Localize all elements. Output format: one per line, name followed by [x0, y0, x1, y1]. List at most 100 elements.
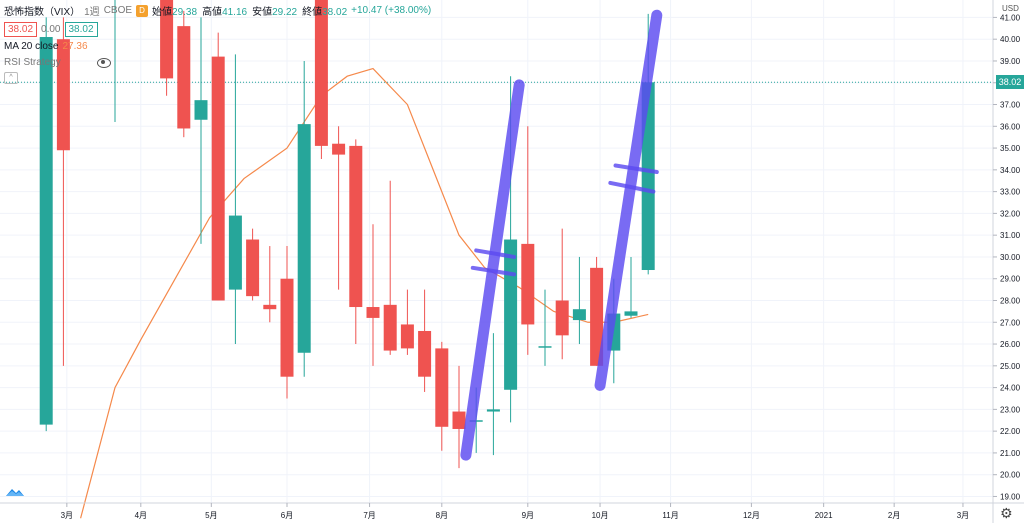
candle-body — [572, 309, 586, 321]
candle[interactable] — [572, 256, 586, 345]
x-tick-label: 6月 — [281, 511, 293, 520]
indicator-ma-name: MA 20 close — [4, 41, 59, 52]
trend-drawing[interactable] — [594, 9, 663, 391]
candles-layer — [39, 0, 655, 469]
y-tick-label: 24.00 — [1000, 384, 1021, 393]
price-axis[interactable]: 19.00 20.00 21.00 22.00 23.00 24.00 25.00 26.00… — [992, 0, 1021, 523]
x-tick-label: 2021 — [815, 511, 833, 520]
candle-body — [624, 311, 638, 316]
ohlc-value: 29.22 — [272, 7, 298, 18]
ohlc-value: 38.02 — [322, 7, 348, 18]
ohlc-label: 終値 — [302, 7, 323, 18]
candle[interactable] — [400, 289, 414, 355]
y-tick-label: 27.00 — [1000, 318, 1021, 327]
trend-drawing[interactable] — [608, 180, 656, 194]
candle[interactable] — [109, 0, 122, 122]
candle[interactable] — [486, 333, 500, 456]
y-tick-label: 32.00 — [1000, 209, 1021, 218]
candle-body — [590, 267, 604, 366]
time-axis[interactable]: 2月3月4月5月6月7月8月9月10月11月12月20212月3月 — [0, 502, 1024, 520]
candle[interactable] — [228, 54, 242, 345]
drawings-layer — [460, 9, 663, 461]
trend-drawing[interactable] — [613, 163, 659, 175]
candle[interactable] — [263, 246, 277, 323]
x-tick-label: 3月 — [957, 511, 969, 520]
candle-body — [418, 330, 432, 377]
trend-drawing[interactable] — [474, 248, 517, 259]
candle-body — [555, 300, 569, 336]
eye-icon[interactable] — [96, 57, 111, 68]
x-tick-label: 2月 — [888, 511, 900, 520]
candle[interactable] — [452, 365, 466, 469]
candle-body — [56, 39, 70, 151]
candle-body — [160, 0, 174, 79]
indicator-ma-value: 27.36 — [62, 41, 88, 52]
y-tick-label: 20.00 — [1000, 471, 1021, 480]
indicator-rsi-name: RSI Strategy — [4, 57, 61, 68]
d-badge[interactable]: D — [136, 4, 149, 17]
candle[interactable] — [194, 17, 208, 244]
candle[interactable] — [418, 289, 432, 392]
indicator-ma[interactable]: MA 20 close 27.36 — [4, 41, 88, 52]
indicator-rsi[interactable]: RSI Strategy — [4, 57, 111, 68]
candle[interactable] — [314, 0, 328, 159]
bid-box[interactable]: 38.02 — [4, 22, 38, 37]
candle[interactable] — [590, 256, 604, 366]
legend-collapse[interactable]: ^ — [4, 72, 18, 84]
ma20-layer — [80, 67, 649, 519]
candle-body — [332, 143, 346, 155]
chevron-up-icon[interactable]: ^ — [4, 72, 18, 84]
ohlc-item: 高値41.16 — [202, 3, 247, 18]
candle[interactable] — [555, 228, 569, 360]
interval: 1週 — [84, 7, 100, 18]
candle-body — [400, 324, 414, 349]
candle[interactable] — [280, 246, 294, 399]
candle[interactable] — [383, 180, 397, 355]
ohlc-label: 始値 — [152, 7, 173, 18]
ohlc-value: 41.16 — [222, 7, 248, 18]
candle[interactable] — [521, 126, 535, 355]
candle[interactable] — [297, 60, 311, 377]
symbol-name[interactable]: 恐怖指数（VIX） — [4, 7, 81, 18]
x-tick-label: 9月 — [522, 511, 534, 520]
candle[interactable] — [538, 289, 552, 366]
y-tick-label: 37.00 — [1000, 101, 1021, 110]
candle-body — [297, 124, 311, 353]
x-tick-label: 3月 — [61, 511, 73, 520]
ohlc-label: 高値 — [202, 7, 223, 18]
candle[interactable] — [349, 139, 363, 345]
last-price-tag: 38.02 — [996, 75, 1024, 90]
candle-body — [504, 239, 518, 390]
y-tick-label: 22.00 — [1000, 427, 1021, 436]
gear-icon[interactable]: ⚙ — [1000, 505, 1013, 521]
candle[interactable] — [211, 32, 225, 301]
x-tick-label: 7月 — [363, 511, 375, 520]
candle[interactable] — [332, 126, 346, 290]
y-tick-label: 34.00 — [1000, 166, 1021, 175]
candle-body — [246, 239, 260, 297]
candle-body — [486, 409, 500, 412]
candle-body — [194, 100, 208, 120]
candle[interactable] — [246, 228, 260, 301]
candle[interactable] — [39, 17, 53, 432]
candle-body — [314, 0, 328, 146]
x-tick-label: 10月 — [592, 511, 609, 520]
y-tick-label: 41.00 — [1000, 13, 1021, 22]
candle[interactable] — [177, 10, 191, 138]
x-tick-label: 11月 — [662, 511, 678, 520]
candle[interactable] — [435, 341, 449, 451]
currency-label: USD — [1002, 4, 1019, 13]
candle-body — [263, 304, 277, 310]
candle[interactable] — [160, 0, 174, 96]
trend-drawing[interactable] — [470, 265, 517, 277]
candle-body — [452, 411, 466, 429]
candle[interactable] — [56, 17, 70, 366]
candle[interactable] — [624, 256, 638, 318]
ma20-line — [80, 67, 649, 519]
y-tick-label: 30.00 — [1000, 253, 1021, 262]
candle-body — [366, 307, 380, 318]
ask-box[interactable]: 38.02 — [64, 22, 98, 37]
candle[interactable] — [366, 224, 380, 366]
tradingview-logo-icon[interactable] — [5, 484, 25, 498]
